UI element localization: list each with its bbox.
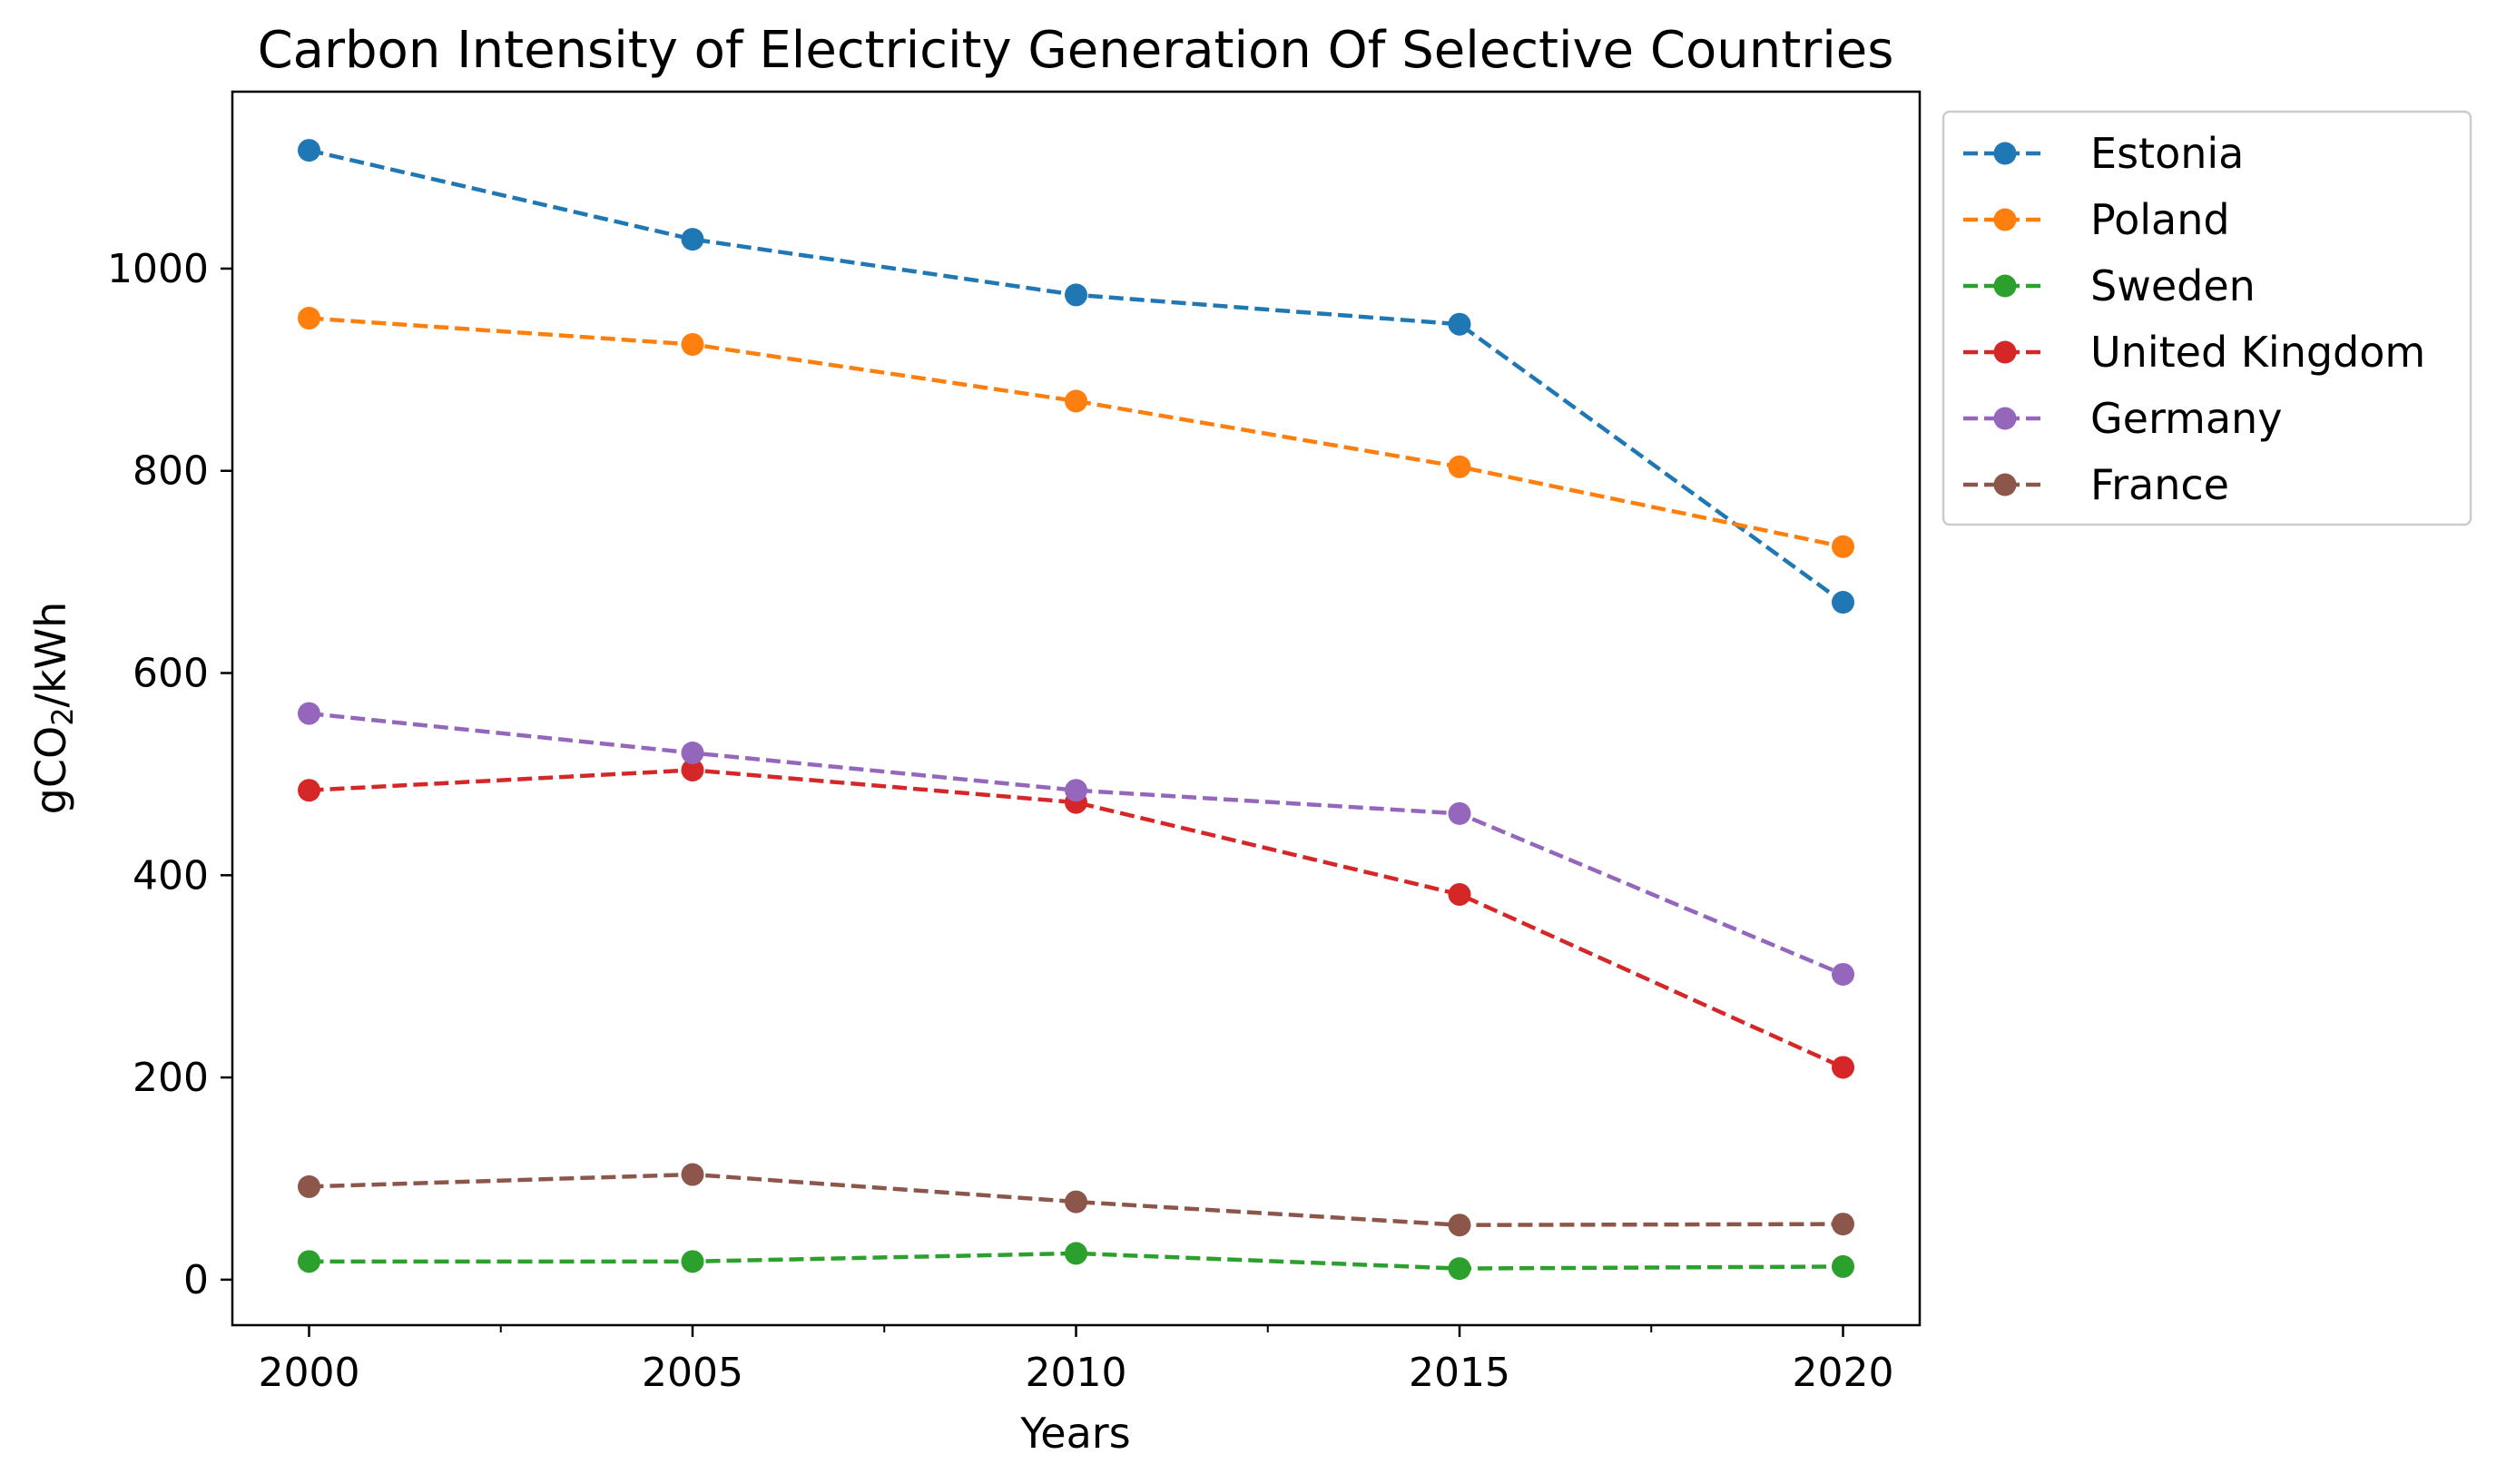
data-point bbox=[1832, 535, 1854, 558]
data-point bbox=[1448, 1214, 1471, 1237]
series-line bbox=[309, 316, 1843, 549]
data-point bbox=[1448, 801, 1471, 825]
data-point bbox=[681, 1250, 704, 1273]
data-point bbox=[1448, 312, 1471, 336]
data-point bbox=[298, 139, 320, 162]
legend-marker bbox=[1993, 142, 2017, 165]
data-point bbox=[1065, 389, 1087, 413]
x-tick-label: 2015 bbox=[1409, 1350, 1510, 1396]
legend-label: United Kingdom bbox=[2090, 328, 2425, 377]
data-point bbox=[681, 228, 704, 251]
data-point bbox=[1448, 882, 1471, 906]
series-estonia bbox=[298, 139, 1854, 614]
y-axis-label-unit: /kWh bbox=[26, 602, 75, 708]
data-point bbox=[298, 1174, 320, 1198]
data-point bbox=[681, 758, 704, 781]
y-tick-label: 0 bbox=[183, 1257, 209, 1303]
legend-label: Estonia bbox=[2090, 129, 2244, 178]
series-poland bbox=[298, 307, 1854, 558]
legend-marker bbox=[1993, 407, 2017, 430]
series-line bbox=[309, 768, 1844, 1069]
axes: 2000 2005 2010 2015 2020 0 200 400 600 800 1000 bbox=[107, 246, 1893, 1396]
data-point bbox=[681, 742, 704, 765]
legend-marker bbox=[1993, 208, 2017, 231]
legend-item-france: France bbox=[1963, 460, 2229, 509]
legend-item-united-kingdom: United Kingdom bbox=[1963, 328, 2425, 377]
data-point bbox=[681, 1163, 704, 1186]
series-france bbox=[298, 1163, 1854, 1237]
legend-label: Sweden bbox=[2090, 261, 2256, 310]
data-point bbox=[1832, 962, 1854, 986]
series-line bbox=[309, 711, 1844, 977]
y-tick-label: 800 bbox=[133, 448, 209, 495]
legend-item-sweden: Sweden bbox=[1963, 261, 2256, 310]
x-axis-label: Years bbox=[1019, 1409, 1130, 1458]
chart-title: Carbon Intensity of Electricity Generati… bbox=[258, 21, 1894, 80]
plot-frame bbox=[231, 90, 1922, 1327]
legend-item-poland: Poland bbox=[1963, 195, 2230, 244]
data-point bbox=[681, 332, 704, 356]
legend-label: France bbox=[2090, 460, 2229, 509]
data-point bbox=[1065, 283, 1087, 307]
x-tick-label: 2020 bbox=[1793, 1350, 1894, 1396]
x-tick-label: 2005 bbox=[642, 1350, 743, 1396]
legend-label: Poland bbox=[2090, 195, 2230, 244]
legend-item-germany: Germany bbox=[1963, 394, 2282, 443]
series-line bbox=[309, 1251, 1843, 1271]
series-germany bbox=[298, 702, 1854, 986]
series-sweden bbox=[298, 1242, 1854, 1281]
data-point bbox=[1065, 779, 1087, 802]
x-tick-label: 2010 bbox=[1026, 1350, 1127, 1396]
y-tick-label: 1000 bbox=[107, 246, 209, 292]
legend-marker bbox=[1993, 274, 2017, 298]
data-point bbox=[298, 1250, 320, 1273]
legend-label: Germany bbox=[2090, 394, 2282, 443]
legend-item-estonia: Estonia bbox=[1963, 129, 2244, 178]
data-point bbox=[1065, 1242, 1087, 1265]
legend: Estonia Poland Sweden United Kingdom Germany… bbox=[1942, 110, 2472, 526]
data-point bbox=[1448, 455, 1471, 478]
y-tick-label: 600 bbox=[133, 651, 209, 697]
data-point bbox=[298, 702, 320, 725]
data-point bbox=[1832, 591, 1854, 614]
data-point bbox=[1065, 1190, 1087, 1214]
y-axis-label-main: gCO bbox=[26, 726, 75, 815]
y-axis-label-subscript: 2 bbox=[45, 707, 80, 725]
legend-marker bbox=[1993, 473, 2017, 496]
legend-box bbox=[1942, 110, 2472, 526]
y-tick-label: 200 bbox=[133, 1055, 209, 1101]
y-axis-label: gCO2/kWh bbox=[26, 602, 80, 815]
y-tick-label: 400 bbox=[133, 852, 209, 899]
series-layer bbox=[298, 139, 1854, 1281]
data-point bbox=[1832, 1254, 1854, 1278]
legend-marker bbox=[1993, 340, 2017, 364]
x-tick-label: 2000 bbox=[259, 1350, 360, 1396]
series-line bbox=[309, 1172, 1843, 1227]
data-point bbox=[1832, 1213, 1854, 1236]
data-point bbox=[298, 307, 320, 330]
data-point bbox=[1832, 1056, 1854, 1079]
data-point bbox=[298, 779, 320, 802]
data-point bbox=[1448, 1257, 1471, 1281]
